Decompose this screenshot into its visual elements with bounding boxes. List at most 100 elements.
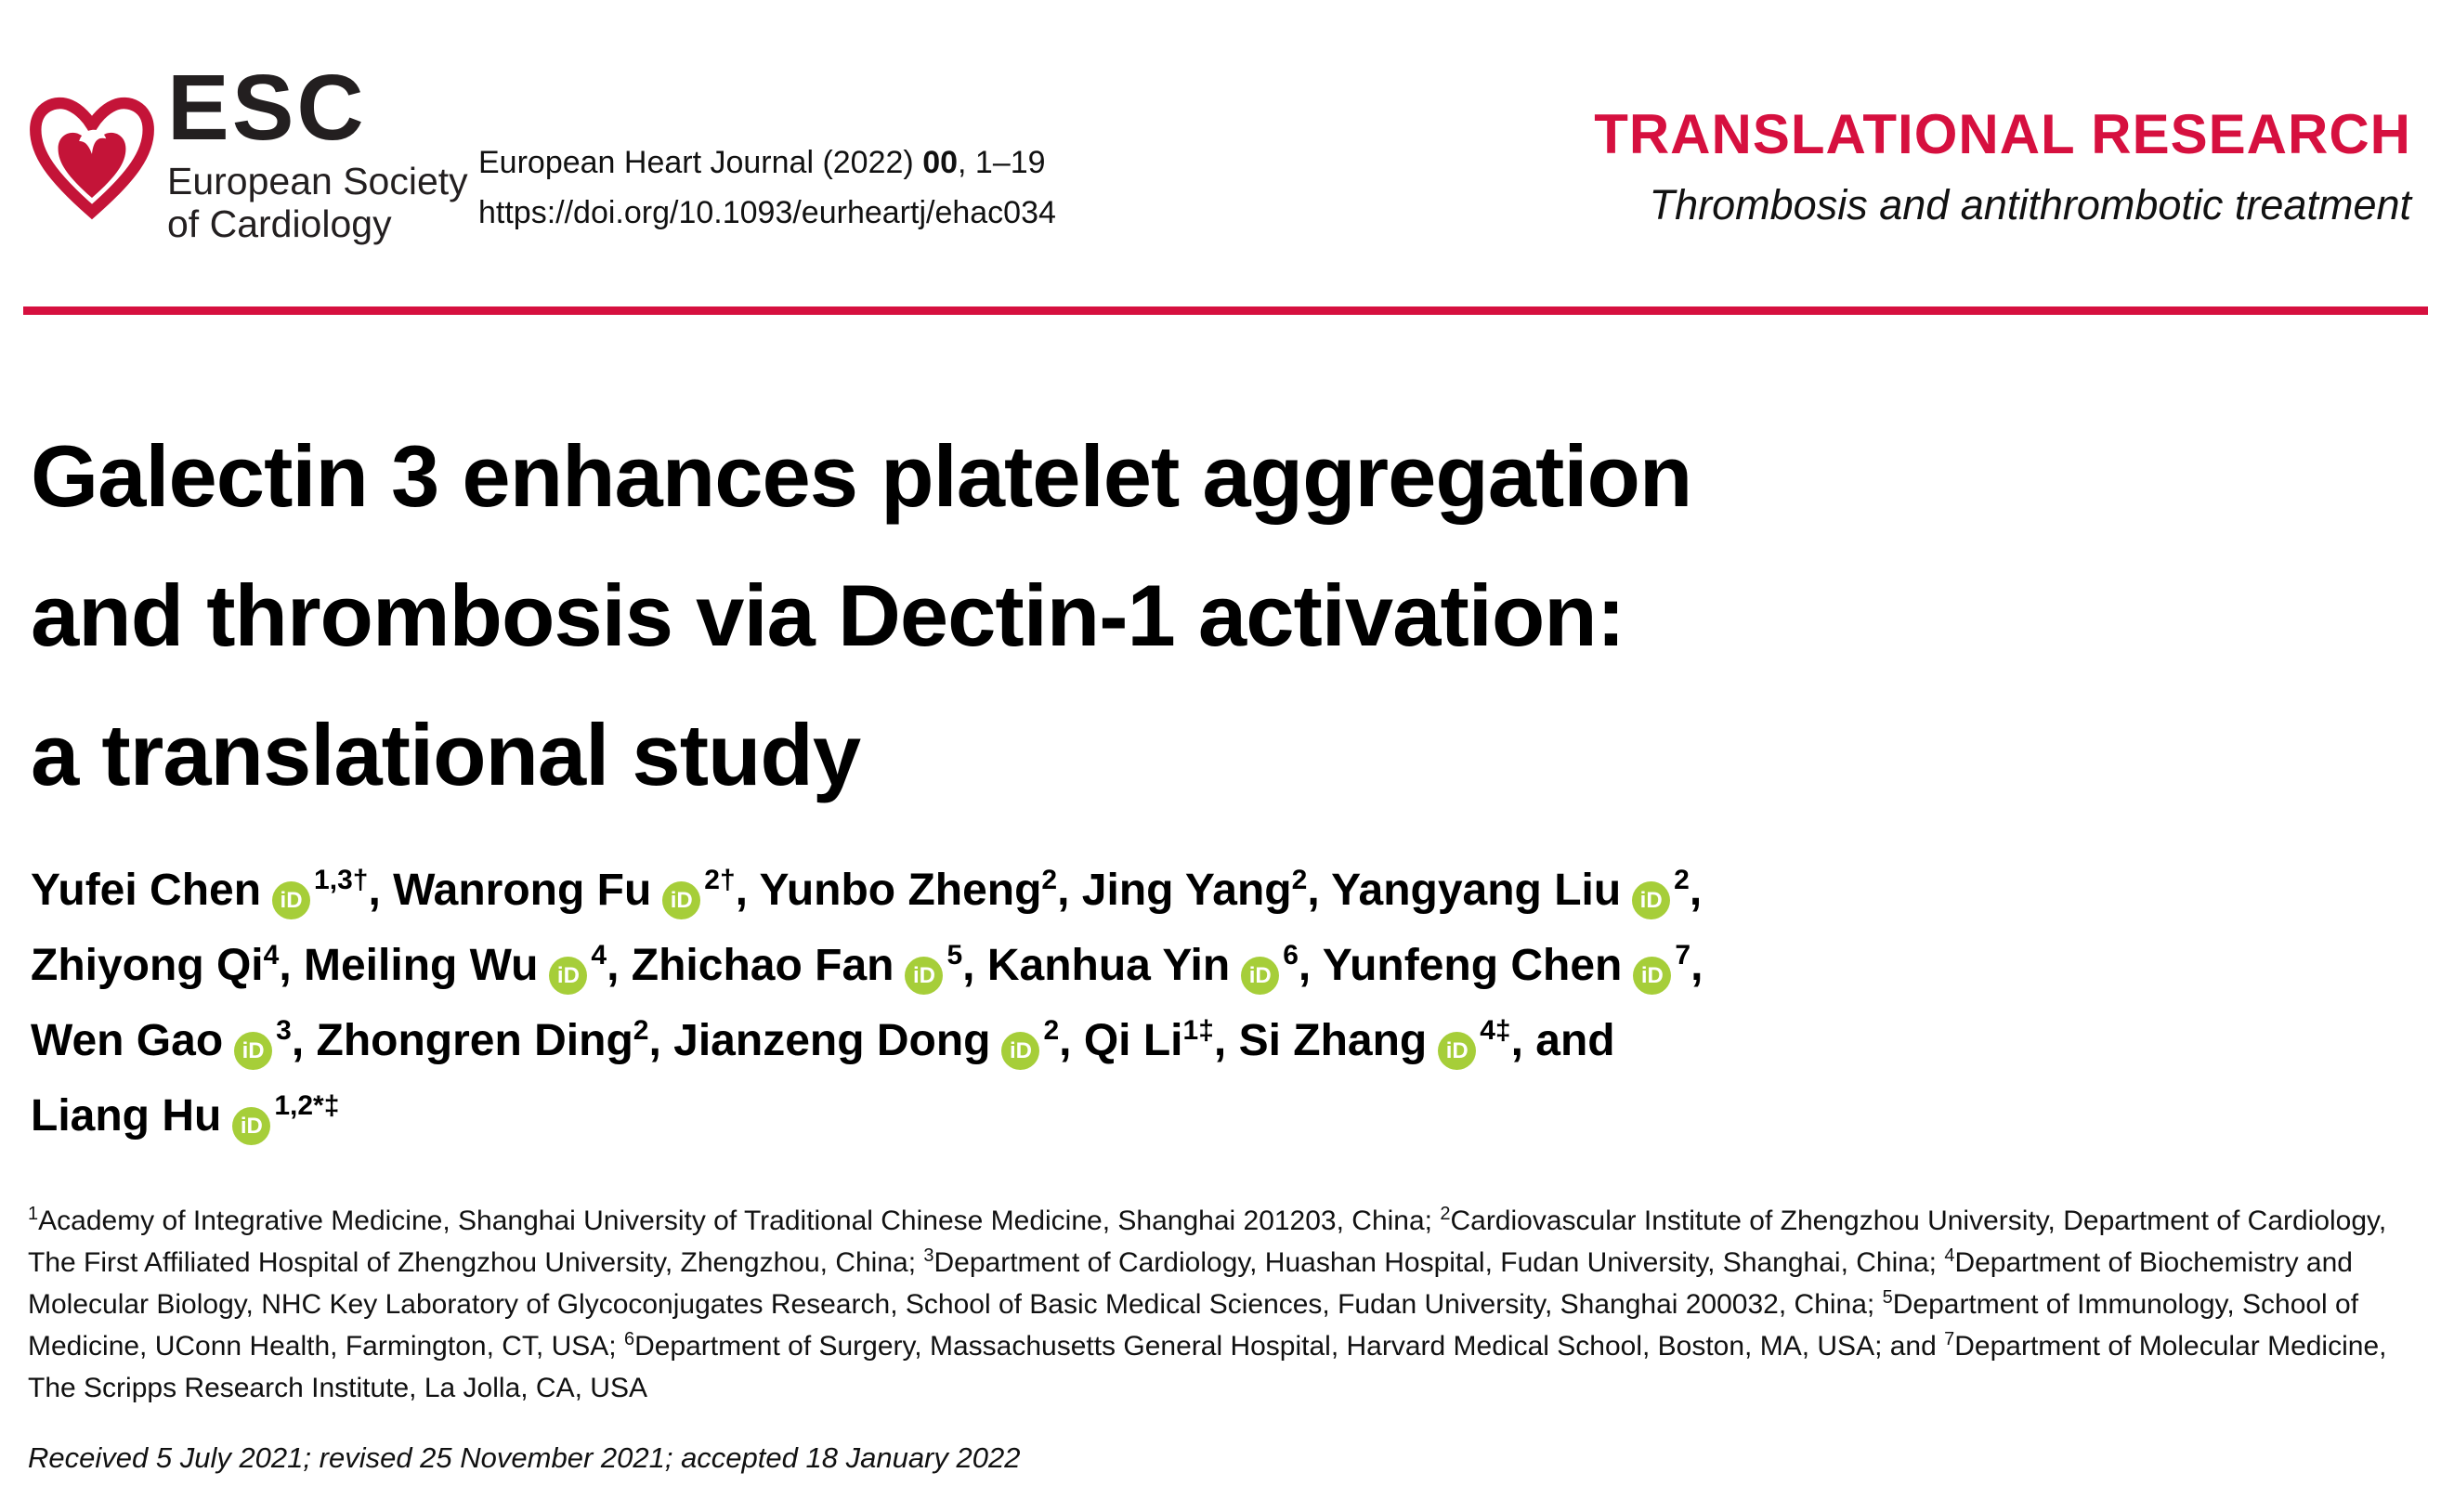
orcid-icon[interactable]: iD xyxy=(232,1107,271,1145)
author-name: Meiling Wu xyxy=(304,941,539,990)
author-superscript: 4 xyxy=(591,940,607,971)
orcid-icon[interactable]: iD xyxy=(549,957,588,995)
author: Jing Yang2, xyxy=(1082,866,1331,915)
author-separator: , xyxy=(1057,866,1082,915)
author-name: Si Zhang xyxy=(1238,1016,1428,1065)
author-name: Zhongren Ding xyxy=(316,1016,633,1065)
author: Qi Li1‡, xyxy=(1084,1016,1239,1065)
author-name: Jing Yang xyxy=(1081,866,1292,915)
author-name: Kanhua Yin xyxy=(986,941,1231,990)
affiliation-text: Department of Cardiology, Huashan Hospit… xyxy=(933,1247,1945,1278)
author-separator: , xyxy=(648,1016,674,1065)
esc-society-line1: European Society xyxy=(167,160,468,202)
title-line: a translational study xyxy=(31,706,861,803)
author: Wanrong Fu iD2†, xyxy=(393,866,760,919)
author-separator: , xyxy=(1059,1016,1084,1065)
affiliation-number: 4 xyxy=(1944,1245,1955,1266)
affiliation-number: 7 xyxy=(1944,1329,1955,1349)
affiliation-number: 6 xyxy=(623,1329,635,1349)
section-banner: TRANSLATIONAL RESEARCH Thrombosis and an… xyxy=(1594,104,2411,228)
author-superscript: 1,3† xyxy=(314,865,369,895)
orcid-icon[interactable]: iD xyxy=(1438,1032,1477,1070)
author-name: Wen Gao xyxy=(31,1016,224,1065)
author: Zhiyong Qi4, xyxy=(31,941,304,990)
author-separator: , xyxy=(1213,1016,1239,1065)
author-line: Liang Hu iD1,2*‡ xyxy=(31,1078,1703,1154)
author-name: Zhichao Fan xyxy=(631,941,894,990)
author-name: Yufei Chen xyxy=(31,866,262,915)
orcid-icon[interactable]: iD xyxy=(1633,957,1672,995)
journal-pages: , 1–19 xyxy=(958,145,1046,180)
author: Si Zhang iD4‡, and xyxy=(1238,1015,1615,1070)
journal-volume: 00 xyxy=(922,145,959,180)
author-separator: , xyxy=(1689,866,1703,915)
author-line: Wen Gao iD3, Zhongren Ding2, Jianzeng Don… xyxy=(31,1003,1703,1078)
author-separator: , xyxy=(735,866,760,915)
orcid-icon[interactable]: iD xyxy=(1632,881,1671,919)
author-name: Qi Li xyxy=(1083,1016,1183,1065)
author-line: Yufei Chen iD1,3†, Wanrong Fu iD2†, Yunbo … xyxy=(31,853,1703,928)
author-name: Yangyang Liu xyxy=(1331,866,1622,915)
section-banner-subtitle: Thrombosis and antithrombotic treatment xyxy=(1649,181,2411,228)
esc-society-line2: of Cardiology xyxy=(167,202,392,245)
author-superscript: 2 xyxy=(633,1015,649,1046)
author-name: Wanrong Fu xyxy=(393,866,652,915)
author-separator: , xyxy=(962,941,987,990)
affiliation-number: 5 xyxy=(1882,1287,1893,1308)
author-separator: , xyxy=(1690,941,1703,990)
author-separator: , xyxy=(607,941,632,990)
author-line: Zhiyong Qi4, Meiling Wu iD4, Zhichao Fan i… xyxy=(31,928,1703,1003)
author-superscript: 4 xyxy=(263,940,280,971)
affiliations: 1Academy of Integrative Medicine, Shangh… xyxy=(28,1200,2428,1409)
author-superscript: 2 xyxy=(1041,865,1058,895)
author-separator: , xyxy=(1307,866,1332,915)
affiliation-number: 1 xyxy=(28,1204,39,1224)
affiliation-number: 2 xyxy=(1440,1204,1451,1224)
author-superscript: 4‡ xyxy=(1480,1015,1511,1046)
esc-acronym: ESC xyxy=(167,56,367,160)
orcid-icon[interactable]: iD xyxy=(1001,1032,1040,1070)
received-dates: Received 5 July 2021; revised 25 Novembe… xyxy=(28,1441,1021,1474)
esc-logo-text: ESC European Society of Cardiology xyxy=(167,59,468,246)
author: Liang Hu iD1,2*‡ xyxy=(31,1090,340,1145)
author-superscript: 2 xyxy=(1291,865,1308,895)
author-separator: , xyxy=(368,866,394,915)
article-title: Galectin 3 enhances platelet aggregation… xyxy=(31,407,1692,825)
author: Wen Gao iD3, xyxy=(31,1016,317,1070)
esc-heart-icon xyxy=(28,59,156,256)
orcid-icon[interactable]: iD xyxy=(905,957,944,995)
orcid-icon[interactable]: iD xyxy=(1241,957,1280,995)
affiliation-number: 3 xyxy=(923,1245,934,1266)
author-name: Jianzeng Dong xyxy=(673,1016,991,1065)
title-line: Galectin 3 enhances platelet aggregation xyxy=(31,427,1692,525)
esc-logo: ESC European Society of Cardiology xyxy=(28,59,468,256)
author-superscript: 5 xyxy=(946,940,963,971)
author: Yunfeng Chen iD7, xyxy=(1323,941,1703,995)
author: Jianzeng Dong iD2, xyxy=(673,1015,1084,1070)
author-name: Zhiyong Qi xyxy=(31,941,264,990)
author: Yangyang Liu iD2, xyxy=(1331,866,1703,919)
orcid-icon[interactable]: iD xyxy=(662,881,701,919)
section-banner-title: TRANSLATIONAL RESEARCH xyxy=(1594,103,2411,165)
author: Zhichao Fan iD5, xyxy=(631,940,987,995)
author-separator: , xyxy=(291,1016,317,1065)
author-superscript: 2 xyxy=(1043,1015,1060,1046)
header-divider-rule xyxy=(23,306,2428,315)
author-name: Liang Hu xyxy=(31,1091,222,1141)
orcid-icon[interactable]: iD xyxy=(272,881,311,919)
author-separator: , and xyxy=(1510,1016,1615,1065)
author-list: Yufei Chen iD1,3†, Wanrong Fu iD2†, Yunbo … xyxy=(31,853,1703,1154)
doi-link[interactable]: https://doi.org/10.1093/eurheartj/ehac03… xyxy=(478,195,1056,231)
orcid-icon[interactable]: iD xyxy=(234,1032,273,1070)
author-superscript: 1,2*‡ xyxy=(274,1090,340,1121)
affiliation-text: Cardiovascular Institute of Zhengzhou Un… xyxy=(28,1206,2387,1278)
journal-name-issue: European Heart Journal (2022) xyxy=(478,145,923,180)
author-superscript: 1‡ xyxy=(1182,1015,1214,1046)
journal-citation: European Heart Journal (2022) 00, 1–19 h… xyxy=(478,137,1056,239)
affiliation-text: Academy of Integrative Medicine, Shangha… xyxy=(38,1206,1441,1236)
author-separator: , xyxy=(279,941,304,990)
affiliation-text: Department of Surgery, Massachusetts Gen… xyxy=(634,1331,1945,1362)
author: Kanhua Yin iD6, xyxy=(986,941,1323,995)
author: Meiling Wu iD4, xyxy=(304,940,632,995)
